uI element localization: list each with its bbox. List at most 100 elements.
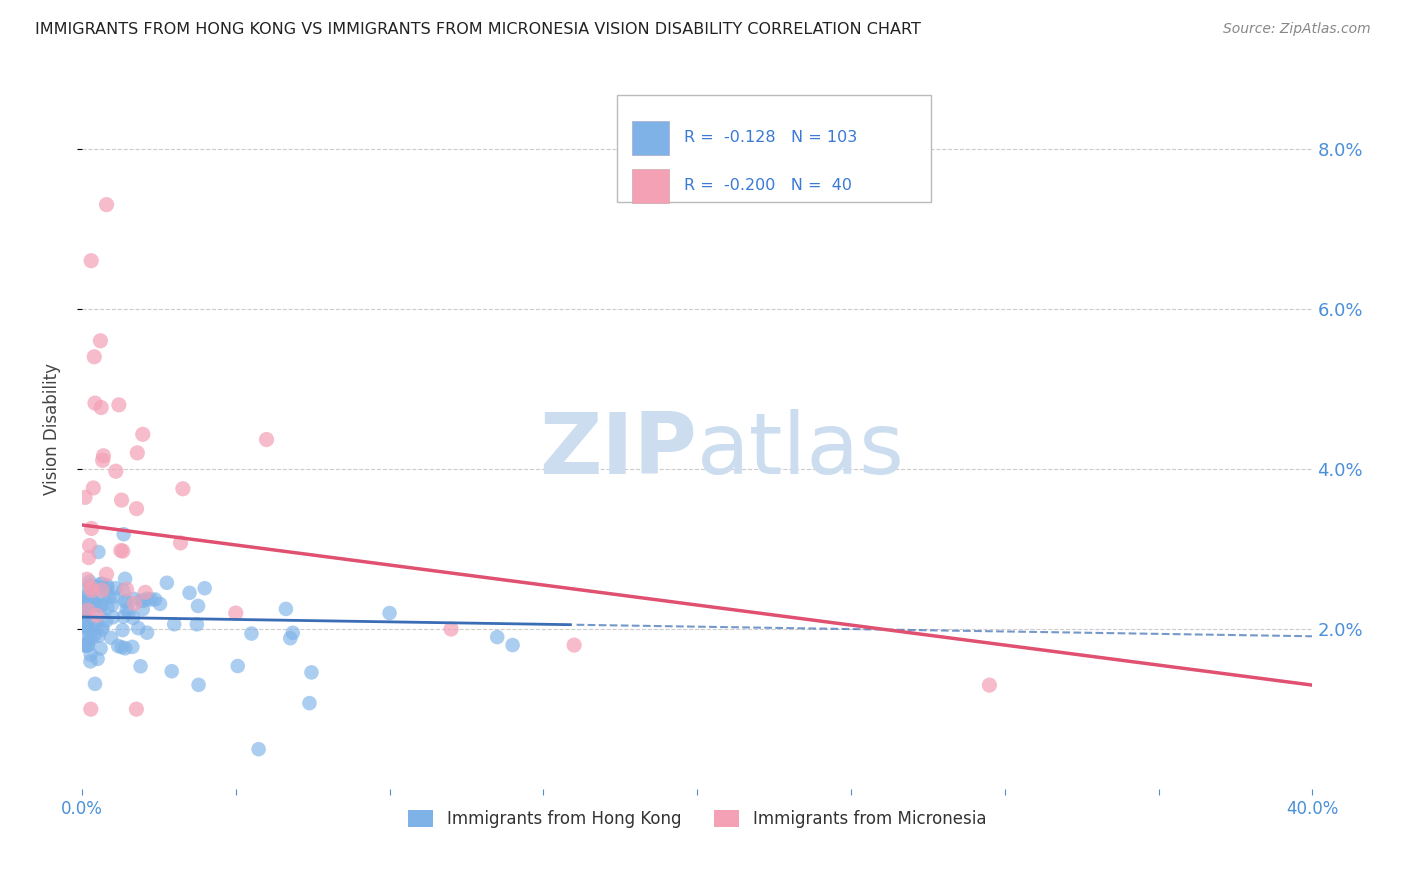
Point (90, 599, 112, 613)
Point (90, 577, 112, 591)
Point (80, 702, 103, 716)
Point (89, 334, 111, 348)
Point (281, 625, 304, 640)
Point (136, 625, 159, 640)
Point (240, 626, 263, 640)
Point (108, 398, 131, 412)
Point (80, 583, 103, 598)
Point (226, 659, 249, 673)
Point (160, 664, 183, 678)
Point (76, 572, 98, 586)
Point (194, 581, 217, 595)
Point (91, 453, 114, 467)
Point (122, 611, 145, 625)
Point (83, 622, 105, 636)
Point (83, 594, 105, 608)
Point (73, 491, 96, 505)
Point (118, 605, 141, 619)
Point (101, 598, 124, 612)
Bar (631, 169, 669, 203)
Point (73, 612, 96, 626)
Point (256, 433, 278, 447)
Text: IMMIGRANTS FROM HONG KONG VS IMMIGRANTS FROM MICRONESIA VISION DISABILITY CORREL: IMMIGRANTS FROM HONG KONG VS IMMIGRANTS … (35, 22, 921, 37)
Point (125, 702, 148, 716)
Point (127, 621, 149, 635)
Point (156, 575, 179, 590)
Point (80, 632, 103, 646)
Point (90, 576, 112, 591)
Text: Source: ZipAtlas.com: Source: ZipAtlas.com (1223, 22, 1371, 37)
Point (122, 591, 145, 606)
Point (80, 521, 103, 535)
Point (77, 632, 100, 647)
Point (79, 539, 101, 553)
Point (187, 599, 209, 613)
Point (187, 678, 209, 692)
Point (114, 572, 136, 586)
Point (82, 481, 104, 495)
Point (77, 621, 100, 635)
Point (111, 544, 134, 558)
Point (73, 638, 96, 652)
Point (75, 604, 97, 618)
Point (76, 603, 98, 617)
Point (96, 197, 118, 211)
Point (75, 622, 97, 636)
Point (76, 639, 98, 653)
Point (96, 600, 118, 615)
Point (73, 639, 96, 653)
Point (247, 742, 270, 756)
Point (129, 659, 152, 673)
Point (502, 638, 524, 652)
Point (115, 594, 138, 608)
Text: R =  -0.200   N =  40: R = -0.200 N = 40 (683, 178, 852, 194)
Point (114, 594, 136, 608)
Y-axis label: Vision Disability: Vision Disability (44, 363, 60, 495)
Point (87, 591, 110, 606)
Text: ZIP: ZIP (540, 409, 697, 492)
Point (125, 501, 148, 516)
Point (84, 677, 107, 691)
Point (979, 678, 1001, 692)
Point (101, 590, 124, 604)
Point (186, 617, 208, 632)
Point (101, 610, 124, 624)
Point (110, 543, 132, 558)
Point (90, 623, 112, 637)
Point (143, 592, 166, 607)
Point (132, 602, 155, 616)
Point (93, 449, 115, 463)
Point (73, 600, 96, 615)
Point (79, 574, 101, 589)
Point (115, 602, 138, 616)
Point (274, 602, 297, 616)
Point (79, 654, 101, 668)
Point (179, 586, 201, 600)
Point (127, 446, 149, 460)
Point (91, 620, 114, 634)
Point (83, 350, 105, 364)
Point (107, 639, 129, 653)
Point (112, 527, 135, 541)
Point (111, 640, 134, 655)
Point (73, 608, 96, 623)
Point (378, 606, 401, 620)
Point (87, 545, 110, 559)
Point (86, 652, 108, 666)
Point (73, 595, 96, 609)
Point (91, 583, 114, 598)
Point (77, 550, 100, 565)
Point (112, 583, 135, 598)
Point (440, 622, 463, 636)
Point (132, 594, 155, 608)
Point (84, 598, 107, 612)
Point (96, 567, 118, 582)
Point (129, 593, 152, 607)
Point (77, 594, 100, 608)
FancyBboxPatch shape (617, 95, 931, 202)
Point (562, 638, 585, 652)
Text: atlas: atlas (697, 409, 905, 492)
Point (87, 629, 110, 643)
Point (104, 582, 127, 596)
Point (86, 608, 108, 623)
